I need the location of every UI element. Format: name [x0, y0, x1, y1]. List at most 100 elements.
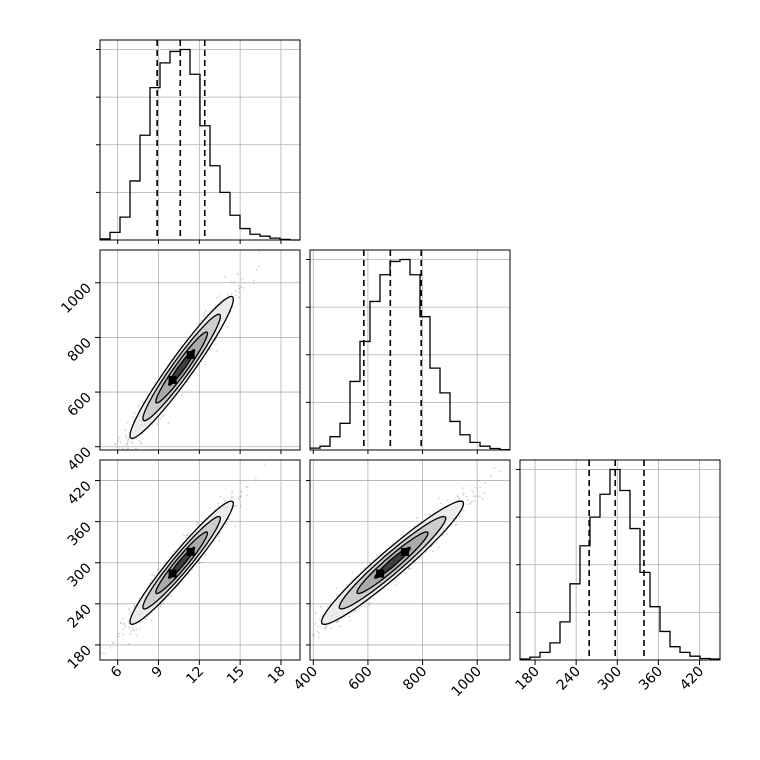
sample-point [258, 265, 261, 268]
sample-point [432, 550, 434, 553]
sample-point [349, 619, 352, 622]
sample-point [312, 633, 314, 636]
sample-point [337, 620, 340, 622]
sample-point [121, 451, 123, 453]
sample-point [255, 477, 257, 480]
sample-point [218, 539, 221, 542]
xtick-label-1-3: 1000 [449, 664, 486, 701]
sample-point [238, 498, 240, 500]
sample-point [493, 466, 496, 469]
sample-point [104, 665, 106, 667]
histogram-panel-1 [306, 249, 511, 451]
sample-point [314, 622, 317, 625]
sample-point [198, 561, 201, 564]
sample-point [122, 628, 124, 630]
sample-point [355, 609, 358, 612]
sample-point [167, 422, 170, 425]
sample-point [475, 487, 478, 489]
sample-point [111, 642, 114, 644]
sample-point [325, 625, 327, 628]
sample-point [394, 584, 397, 587]
panel-frame-2 [309, 459, 511, 661]
sample-point [410, 567, 412, 570]
sample-point [219, 532, 221, 535]
sample-point [140, 443, 143, 445]
sample-point [360, 605, 363, 608]
sample-point [405, 572, 407, 574]
histogram-panel-2 [516, 459, 721, 661]
sample-point [455, 523, 458, 526]
sample-point [238, 291, 241, 293]
sample-point [475, 495, 477, 498]
sample-point [145, 617, 147, 620]
sample-point [208, 507, 211, 510]
sample-point [196, 521, 199, 523]
sample-point [457, 498, 460, 501]
sample-point [120, 453, 122, 455]
sample-point [215, 338, 217, 341]
sample-point [153, 378, 156, 380]
sample-point [474, 499, 476, 502]
sample-point [127, 439, 129, 442]
panel-content-2 [278, 466, 502, 655]
sample-point [481, 498, 484, 500]
sample-point [471, 500, 473, 503]
sample-point [353, 610, 355, 612]
sample-point [127, 456, 129, 458]
sample-point [197, 562, 200, 565]
sample-point [484, 481, 487, 484]
sample-point [437, 546, 440, 549]
sample-point [252, 279, 255, 281]
sample-point [478, 479, 480, 482]
sample-point [126, 443, 129, 445]
sample-point [112, 641, 115, 644]
sample-point [240, 495, 243, 498]
sample-point [318, 636, 321, 639]
sample-point [330, 627, 333, 630]
sample-point [490, 474, 492, 477]
sample-point [236, 273, 239, 276]
panel-frame-0 [99, 249, 301, 451]
sample-point [150, 579, 152, 581]
sample-point [278, 653, 280, 655]
density-peak-1-0 [168, 569, 177, 578]
sample-point [127, 457, 129, 459]
sample-point [439, 502, 442, 505]
sample-point [151, 574, 153, 577]
sample-point [394, 580, 397, 583]
sample-point [159, 603, 162, 606]
sample-point [185, 536, 187, 539]
sample-point [240, 286, 243, 288]
sample-point [132, 415, 134, 418]
sample-point [129, 633, 132, 635]
sample-point [230, 492, 233, 495]
sample-point [327, 605, 329, 608]
sample-point [239, 505, 242, 507]
sample-point [483, 492, 486, 494]
sample-point [319, 618, 321, 620]
sample-point [323, 627, 326, 630]
ytick-label-1-0: 400 [65, 444, 95, 474]
sample-point [117, 440, 119, 443]
ytick-label-2-3: 360 [65, 519, 95, 549]
sample-point [217, 505, 220, 508]
sample-point [244, 281, 247, 284]
sample-point [154, 381, 156, 384]
sample-point [217, 535, 220, 538]
xtick-label-0-2: 12 [183, 664, 207, 688]
sample-point [208, 348, 211, 351]
sample-point [316, 630, 319, 633]
sample-point [122, 633, 124, 636]
sample-point [230, 496, 233, 499]
sample-point [132, 420, 135, 422]
sample-point [121, 618, 124, 620]
sample-point [442, 534, 444, 537]
sample-point [223, 497, 225, 500]
sample-point [177, 345, 180, 348]
panel-content-0 [114, 250, 261, 459]
sample-point [317, 632, 320, 634]
sample-point [319, 606, 322, 609]
sample-point [467, 498, 469, 501]
sample-point [177, 585, 180, 588]
sample-point [156, 423, 159, 426]
